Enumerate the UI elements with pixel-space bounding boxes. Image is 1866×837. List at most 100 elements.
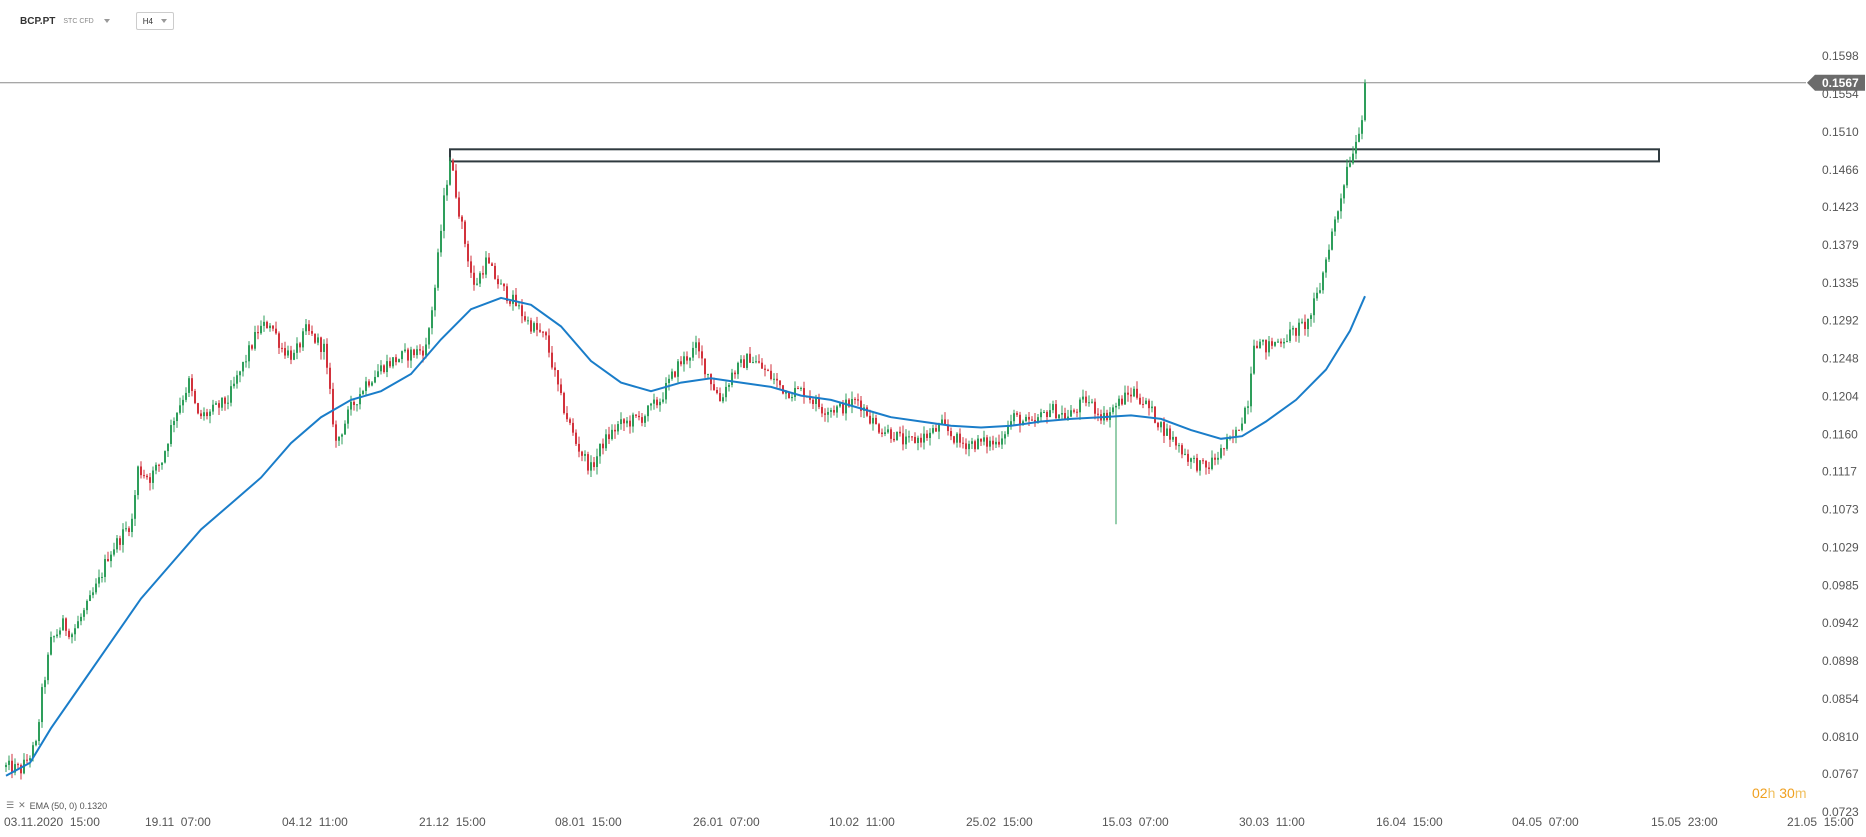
candle <box>536 316 538 337</box>
candle <box>797 386 799 390</box>
candle <box>212 399 214 415</box>
candle <box>941 414 943 425</box>
candle <box>686 351 688 365</box>
candle <box>215 401 217 406</box>
candle <box>8 755 10 771</box>
candle <box>1187 449 1189 466</box>
candle <box>659 398 661 412</box>
y-tick-label: 0.0898 <box>1822 654 1859 668</box>
candle <box>326 338 328 375</box>
candle <box>359 387 361 410</box>
candle <box>482 265 484 279</box>
candle <box>305 318 307 336</box>
symbol-label[interactable]: BCP.PT <box>20 15 56 27</box>
close-icon[interactable]: ✕ <box>18 800 26 810</box>
candle <box>1064 407 1066 420</box>
candle <box>137 465 139 500</box>
candle <box>1031 416 1033 421</box>
candle <box>1040 408 1042 423</box>
timeframe-select[interactable]: H4 <box>135 12 174 30</box>
candle <box>1034 413 1036 427</box>
candle <box>83 607 85 621</box>
candle <box>1001 431 1003 450</box>
y-tick-label: 0.1598 <box>1822 49 1859 63</box>
candle <box>1097 408 1099 422</box>
y-tick-label: 0.1335 <box>1822 276 1859 290</box>
candle <box>926 430 928 441</box>
candle <box>116 535 118 553</box>
candle <box>878 422 880 434</box>
candle <box>947 419 949 436</box>
candle <box>1202 458 1204 465</box>
candle <box>1235 426 1237 444</box>
x-tick-label: 21.12 15:00 <box>419 815 486 829</box>
candle <box>23 753 25 775</box>
candle <box>1343 184 1345 204</box>
candle <box>80 613 82 626</box>
candle <box>1013 409 1015 426</box>
x-tick-label: 04.05 07:00 <box>1512 815 1579 829</box>
candle <box>533 321 535 333</box>
candle <box>545 331 547 340</box>
candle <box>734 370 736 379</box>
candle <box>1298 318 1300 343</box>
candle <box>62 615 64 631</box>
candle <box>1250 366 1252 413</box>
y-tick-label: 0.1510 <box>1822 125 1859 139</box>
candle <box>338 436 340 446</box>
chart-toolbar: BCP.PT STC CFD H4 <box>20 12 174 30</box>
candle <box>737 361 739 379</box>
candle <box>65 617 67 637</box>
indicator-legend: ☰ ✕ EMA (50, 0) 0.1320 <box>6 800 107 811</box>
x-axis: 03.11.2020 15:00 19.11 07:00 04.12 11:00 21… <box>4 815 1854 829</box>
candle <box>323 339 325 360</box>
candle <box>1121 395 1123 406</box>
candle <box>539 323 541 333</box>
candle <box>1055 400 1057 419</box>
candle <box>923 426 925 450</box>
candle <box>1103 406 1105 425</box>
candle <box>1007 420 1009 437</box>
menu-icon[interactable]: ☰ <box>6 800 15 810</box>
candle <box>623 417 625 431</box>
candle <box>410 346 412 369</box>
candle <box>167 443 169 458</box>
candle <box>770 364 772 381</box>
candle <box>1136 381 1138 400</box>
candle <box>158 463 160 472</box>
y-axis: 0.15980.15540.15100.14660.14230.13790.13… <box>1822 49 1859 819</box>
candle <box>503 283 505 291</box>
instrument-type[interactable]: STC CFD <box>63 17 94 25</box>
indicator-label: EMA (50, 0) 0.1320 <box>29 800 108 811</box>
candle <box>863 404 865 419</box>
resistance-zone-rect[interactable] <box>449 148 1660 163</box>
candle <box>1328 244 1330 263</box>
candle <box>1094 398 1096 420</box>
candle <box>236 370 238 389</box>
candle <box>779 380 781 390</box>
candle <box>86 599 88 615</box>
candle <box>1241 417 1243 432</box>
y-tick-label: 0.1029 <box>1822 541 1859 555</box>
y-tick-label: 0.1117 <box>1822 465 1857 479</box>
candle <box>452 158 454 172</box>
candle <box>647 405 649 422</box>
candle <box>1052 400 1054 414</box>
candle <box>200 409 202 420</box>
candle <box>131 513 133 538</box>
candle <box>731 368 733 388</box>
candle <box>1340 193 1342 219</box>
candle <box>1247 400 1249 415</box>
candle <box>602 438 604 455</box>
y-tick-label: 0.1292 <box>1822 313 1859 327</box>
candle <box>701 345 703 366</box>
candle <box>1220 444 1222 460</box>
candle <box>425 337 427 359</box>
resistance-zone[interactable] <box>449 148 1660 163</box>
candle <box>1265 339 1267 360</box>
chevron-down-icon[interactable] <box>103 19 110 23</box>
candle <box>713 377 715 391</box>
candle <box>1214 453 1216 466</box>
candle <box>1010 414 1012 430</box>
